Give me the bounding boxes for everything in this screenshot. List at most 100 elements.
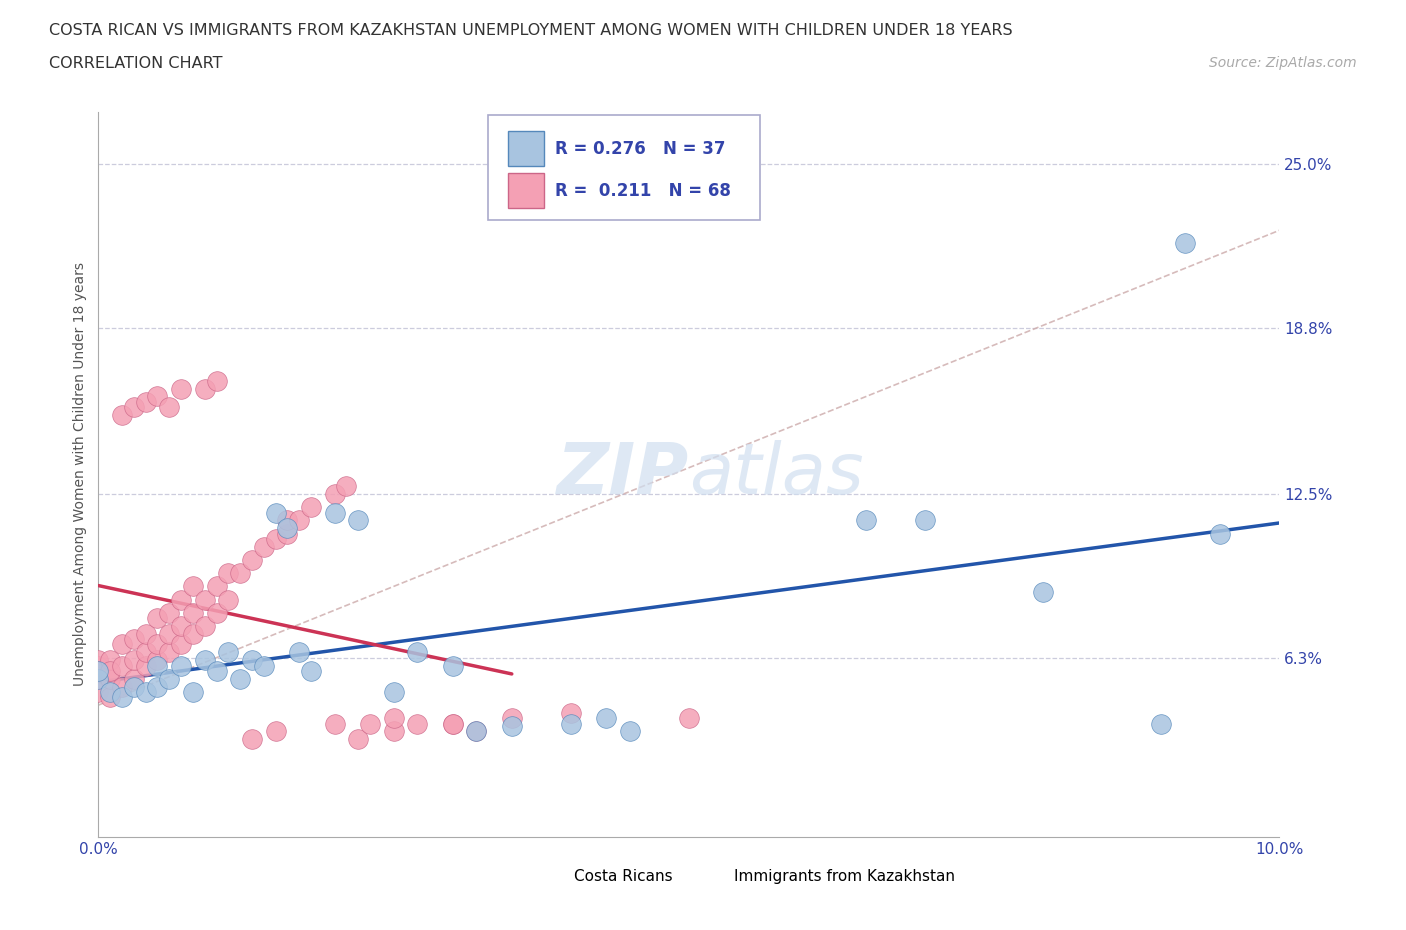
Point: [122, 631, 145, 646]
Point: [122, 671, 145, 686]
Point: [1174, 236, 1197, 251]
Point: [157, 671, 180, 686]
Point: [135, 627, 157, 642]
Point: [323, 505, 346, 520]
Point: [122, 679, 145, 694]
Point: [87, 684, 110, 699]
Point: [87, 658, 110, 673]
Point: [465, 724, 488, 739]
Point: [205, 663, 228, 678]
Y-axis label: Unemployment Among Women with Children Under 18 years: Unemployment Among Women with Children U…: [73, 262, 87, 686]
Point: [98, 653, 121, 668]
Point: [87, 671, 110, 686]
Point: [170, 658, 193, 673]
Point: [111, 690, 134, 705]
Point: [253, 539, 276, 554]
Point: [335, 479, 357, 494]
FancyBboxPatch shape: [488, 115, 759, 220]
Point: [146, 389, 169, 404]
Point: [347, 513, 370, 528]
Point: [264, 724, 287, 739]
Point: [135, 684, 157, 699]
Point: [111, 679, 134, 694]
Point: [560, 716, 582, 731]
Point: [299, 499, 322, 514]
Point: [135, 394, 157, 409]
Point: [111, 637, 134, 652]
Point: [678, 711, 700, 725]
Point: [501, 719, 523, 734]
Point: [157, 605, 180, 620]
Point: [170, 618, 193, 633]
Point: [87, 653, 110, 668]
Point: [122, 400, 145, 415]
Point: [122, 653, 145, 668]
Point: [406, 644, 429, 659]
Point: [205, 579, 228, 594]
Point: [382, 711, 405, 725]
Point: [347, 732, 370, 747]
Point: [1150, 716, 1173, 731]
Point: [194, 592, 217, 607]
Point: [441, 716, 464, 731]
Point: [914, 513, 936, 528]
Point: [98, 690, 121, 705]
Point: [146, 637, 169, 652]
Point: [181, 627, 204, 642]
Point: [87, 671, 110, 686]
Point: [288, 644, 311, 659]
Point: [264, 505, 287, 520]
Point: [111, 407, 134, 422]
Point: [382, 684, 405, 699]
FancyBboxPatch shape: [508, 131, 544, 166]
Point: [170, 381, 193, 396]
Point: [205, 605, 228, 620]
Point: [135, 644, 157, 659]
Point: [98, 663, 121, 678]
Point: [441, 658, 464, 673]
Point: [465, 724, 488, 739]
Point: [264, 531, 287, 546]
Point: [1209, 526, 1232, 541]
Point: [299, 663, 322, 678]
Point: [1032, 584, 1054, 599]
Point: [205, 373, 228, 388]
Point: [276, 521, 298, 536]
FancyBboxPatch shape: [536, 869, 565, 884]
Text: R = 0.276   N = 37: R = 0.276 N = 37: [555, 140, 725, 157]
Point: [855, 513, 877, 528]
Point: [157, 400, 180, 415]
Point: [98, 684, 121, 699]
Point: [146, 658, 169, 673]
Point: [240, 653, 263, 668]
Point: [619, 724, 641, 739]
Point: [217, 644, 239, 659]
Text: CORRELATION CHART: CORRELATION CHART: [49, 56, 222, 71]
Point: [276, 513, 298, 528]
Text: R =  0.211   N = 68: R = 0.211 N = 68: [555, 181, 731, 200]
Point: [170, 592, 193, 607]
Point: [135, 658, 157, 673]
Point: [181, 579, 204, 594]
Text: Costa Ricans: Costa Ricans: [575, 869, 673, 883]
Point: [217, 592, 239, 607]
Point: [229, 565, 252, 580]
Text: atlas: atlas: [689, 440, 863, 509]
Point: [146, 679, 169, 694]
Text: Immigrants from Kazakhstan: Immigrants from Kazakhstan: [734, 869, 955, 883]
Point: [194, 381, 217, 396]
Point: [229, 671, 252, 686]
FancyBboxPatch shape: [508, 173, 544, 208]
Point: [288, 513, 311, 528]
Point: [157, 644, 180, 659]
FancyBboxPatch shape: [695, 869, 724, 884]
Point: [111, 658, 134, 673]
Point: [217, 565, 239, 580]
Point: [87, 663, 110, 678]
Point: [98, 671, 121, 686]
Point: [441, 716, 464, 731]
Point: [253, 658, 276, 673]
Point: [240, 552, 263, 567]
Text: Source: ZipAtlas.com: Source: ZipAtlas.com: [1209, 56, 1357, 70]
Point: [240, 732, 263, 747]
